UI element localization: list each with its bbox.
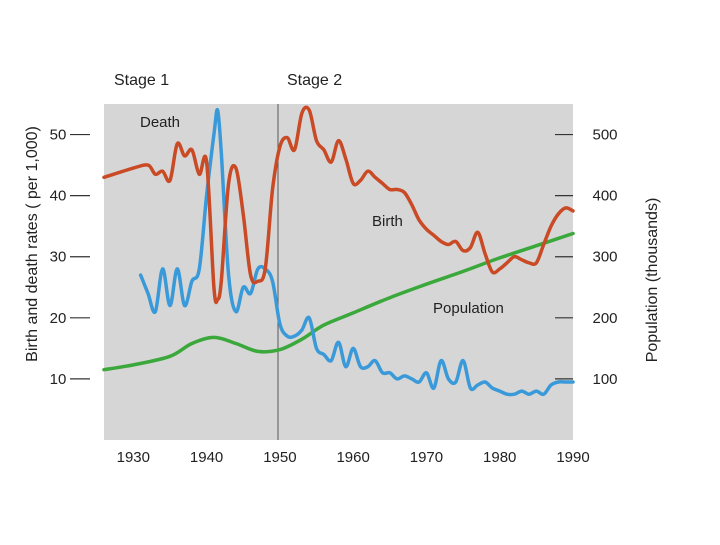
series-line-death bbox=[138, 107, 575, 397]
x-tick-label: 1960 bbox=[336, 449, 369, 466]
stage-2-label: Stage 2 bbox=[287, 72, 342, 89]
left-tick-label: 50 bbox=[50, 127, 67, 144]
series-line-population bbox=[102, 231, 575, 372]
x-tick-label: 1940 bbox=[190, 449, 223, 466]
series-label-population: Population bbox=[433, 300, 504, 317]
x-tick-label: 1930 bbox=[117, 449, 150, 466]
x-tick-label: 1970 bbox=[410, 449, 443, 466]
x-tick-label: 1980 bbox=[483, 449, 516, 466]
right-tick-label: 400 bbox=[592, 188, 617, 205]
series-layer bbox=[102, 105, 575, 397]
stage-1-label: Stage 1 bbox=[114, 72, 169, 89]
right-tick-label: 300 bbox=[592, 249, 617, 266]
left-tick-label: 40 bbox=[50, 188, 67, 205]
left-tick-label: 10 bbox=[50, 371, 67, 388]
x-tick-label: 1990 bbox=[556, 449, 589, 466]
ticks-layer: 10 20 30 40 50 100 200 300 400 500 1930 1940 1950 196… bbox=[50, 127, 618, 466]
right-tick-label: 200 bbox=[592, 310, 617, 327]
left-tick-label: 20 bbox=[50, 310, 67, 327]
right-tick-label: 100 bbox=[592, 371, 617, 388]
right-tick-label: 500 bbox=[592, 127, 617, 144]
series-label-birth: Birth bbox=[372, 213, 403, 230]
left-axis-title: Birth and death rates ( per 1,000) bbox=[24, 126, 41, 362]
right-axis-title: Population (thousands) bbox=[644, 198, 661, 363]
left-tick-label: 30 bbox=[50, 249, 67, 266]
x-tick-label: 1950 bbox=[263, 449, 296, 466]
series-line-birth bbox=[102, 105, 575, 305]
series-label-death: Death bbox=[140, 114, 180, 131]
